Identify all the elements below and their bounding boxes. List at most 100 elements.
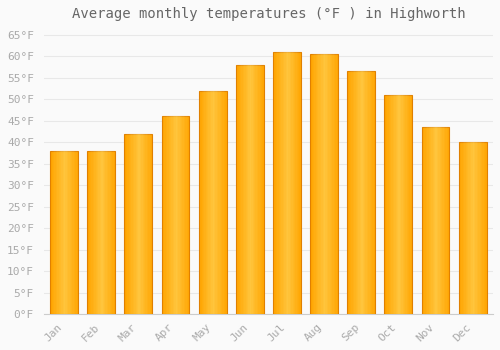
Bar <box>162 117 190 314</box>
Bar <box>97 151 98 314</box>
Bar <box>352 71 353 314</box>
Bar <box>422 127 450 314</box>
Bar <box>62 151 64 314</box>
Bar <box>53 151 54 314</box>
Bar <box>291 52 292 314</box>
Bar <box>67 151 68 314</box>
Bar <box>472 142 474 314</box>
Bar <box>392 95 393 314</box>
Bar <box>286 52 287 314</box>
Bar <box>330 54 331 314</box>
Bar <box>134 134 136 314</box>
Bar <box>458 142 460 314</box>
Bar <box>150 134 151 314</box>
Bar <box>353 71 354 314</box>
Bar <box>296 52 298 314</box>
Bar <box>437 127 438 314</box>
Bar <box>90 151 92 314</box>
Bar <box>294 52 296 314</box>
Bar <box>313 54 314 314</box>
Bar <box>76 151 78 314</box>
Bar <box>438 127 440 314</box>
Bar <box>258 65 260 314</box>
Bar <box>458 142 486 314</box>
Bar <box>462 142 463 314</box>
Bar <box>261 65 262 314</box>
Bar <box>236 65 238 314</box>
Bar <box>402 95 404 314</box>
Bar <box>220 91 221 314</box>
Bar <box>214 91 216 314</box>
Bar <box>357 71 358 314</box>
Bar <box>137 134 138 314</box>
Bar <box>290 52 291 314</box>
Bar <box>204 91 206 314</box>
Bar <box>273 52 301 314</box>
Bar <box>64 151 66 314</box>
Bar <box>280 52 281 314</box>
Bar <box>468 142 470 314</box>
Bar <box>387 95 388 314</box>
Bar <box>66 151 67 314</box>
Bar <box>410 95 411 314</box>
Bar <box>225 91 226 314</box>
Bar <box>128 134 130 314</box>
Bar <box>312 54 313 314</box>
Bar <box>216 91 217 314</box>
Bar <box>202 91 203 314</box>
Bar <box>444 127 445 314</box>
Bar <box>397 95 398 314</box>
Bar <box>401 95 402 314</box>
Bar <box>463 142 464 314</box>
Bar <box>460 142 462 314</box>
Bar <box>366 71 367 314</box>
Bar <box>287 52 288 314</box>
Bar <box>257 65 258 314</box>
Bar <box>72 151 74 314</box>
Bar <box>372 71 374 314</box>
Bar <box>252 65 254 314</box>
Bar <box>426 127 427 314</box>
Bar <box>222 91 224 314</box>
Bar <box>478 142 480 314</box>
Bar <box>188 117 190 314</box>
Bar <box>388 95 390 314</box>
Bar <box>124 134 152 314</box>
Bar <box>332 54 334 314</box>
Bar <box>101 151 102 314</box>
Bar <box>94 151 96 314</box>
Bar <box>316 54 317 314</box>
Bar <box>111 151 112 314</box>
Bar <box>244 65 246 314</box>
Bar <box>288 52 290 314</box>
Bar <box>370 71 371 314</box>
Bar <box>108 151 110 314</box>
Bar <box>331 54 332 314</box>
Bar <box>445 127 446 314</box>
Bar <box>162 117 163 314</box>
Bar <box>242 65 243 314</box>
Bar <box>446 127 448 314</box>
Bar <box>310 54 312 314</box>
Bar <box>112 151 114 314</box>
Bar <box>471 142 472 314</box>
Bar <box>74 151 75 314</box>
Bar <box>481 142 482 314</box>
Bar <box>198 91 200 314</box>
Bar <box>427 127 428 314</box>
Title: Average monthly temperatures (°F ) in Highworth: Average monthly temperatures (°F ) in Hi… <box>72 7 465 21</box>
Bar <box>442 127 444 314</box>
Bar <box>262 65 264 314</box>
Bar <box>136 134 137 314</box>
Bar <box>250 65 251 314</box>
Bar <box>396 95 397 314</box>
Bar <box>411 95 412 314</box>
Bar <box>348 71 375 314</box>
Bar <box>292 52 294 314</box>
Bar <box>114 151 115 314</box>
Bar <box>408 95 410 314</box>
Bar <box>126 134 127 314</box>
Bar <box>334 54 335 314</box>
Bar <box>50 151 78 314</box>
Bar <box>273 52 274 314</box>
